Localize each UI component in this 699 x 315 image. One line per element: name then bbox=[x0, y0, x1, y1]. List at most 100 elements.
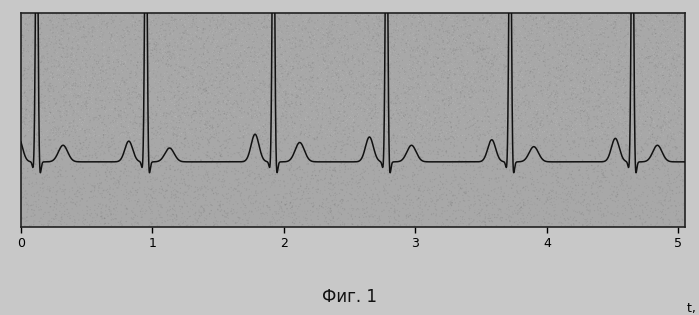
Point bbox=[550, 106, 561, 111]
Point bbox=[497, 150, 508, 155]
Point bbox=[248, 224, 259, 229]
Point bbox=[445, 200, 456, 205]
Point bbox=[77, 66, 88, 72]
Point bbox=[636, 160, 647, 165]
Point bbox=[549, 101, 560, 106]
Point bbox=[479, 46, 490, 51]
Point bbox=[292, 54, 303, 60]
Point bbox=[87, 196, 99, 201]
Point bbox=[103, 97, 114, 102]
Point bbox=[611, 110, 622, 115]
Point bbox=[17, 146, 28, 151]
Point bbox=[477, 124, 489, 129]
Point bbox=[374, 99, 385, 104]
Point bbox=[186, 188, 197, 193]
Point bbox=[673, 173, 684, 178]
Point bbox=[380, 25, 391, 30]
Point bbox=[168, 101, 179, 106]
Point bbox=[229, 82, 240, 87]
Point bbox=[584, 84, 595, 89]
Point bbox=[452, 101, 463, 106]
Point bbox=[463, 42, 474, 47]
Point bbox=[140, 177, 151, 182]
Point bbox=[199, 185, 210, 190]
Point bbox=[529, 31, 540, 36]
Point bbox=[475, 164, 486, 169]
Point bbox=[339, 60, 350, 66]
Point bbox=[285, 150, 296, 155]
Point bbox=[301, 212, 312, 217]
Point bbox=[134, 29, 145, 34]
Point bbox=[52, 126, 64, 131]
Point bbox=[223, 216, 234, 221]
Point bbox=[250, 39, 261, 44]
Point bbox=[70, 117, 81, 122]
Point bbox=[617, 83, 628, 88]
Point bbox=[603, 69, 614, 74]
Point bbox=[328, 187, 339, 192]
Point bbox=[269, 49, 280, 54]
Point bbox=[617, 220, 628, 226]
Point bbox=[563, 47, 574, 52]
Point bbox=[189, 71, 201, 76]
Point bbox=[147, 59, 159, 64]
Point bbox=[255, 135, 266, 140]
Point bbox=[402, 96, 413, 101]
Point bbox=[320, 166, 331, 171]
Point bbox=[20, 116, 31, 121]
Point bbox=[203, 61, 215, 66]
Point bbox=[38, 72, 49, 77]
Point bbox=[564, 128, 575, 133]
Point bbox=[419, 111, 430, 116]
Point bbox=[654, 54, 665, 59]
Point bbox=[81, 104, 92, 109]
Point bbox=[307, 173, 318, 178]
Point bbox=[203, 214, 215, 219]
Point bbox=[665, 53, 676, 58]
Point bbox=[480, 216, 491, 221]
Point bbox=[18, 66, 29, 71]
Point bbox=[461, 21, 472, 26]
Point bbox=[75, 141, 86, 146]
Point bbox=[24, 119, 35, 124]
Point bbox=[492, 43, 503, 48]
Point bbox=[173, 10, 184, 15]
Point bbox=[471, 60, 482, 65]
Point bbox=[422, 188, 433, 193]
Point bbox=[172, 35, 183, 40]
Point bbox=[147, 48, 158, 53]
Point bbox=[519, 10, 530, 15]
Point bbox=[434, 169, 445, 174]
Point bbox=[132, 214, 143, 219]
Point bbox=[375, 87, 386, 92]
Point bbox=[622, 143, 633, 148]
Point bbox=[239, 180, 250, 185]
Point bbox=[275, 81, 286, 86]
Point bbox=[90, 124, 101, 129]
Point bbox=[400, 168, 411, 173]
Point bbox=[617, 188, 628, 193]
Point bbox=[591, 31, 602, 36]
Point bbox=[162, 127, 173, 132]
Point bbox=[94, 202, 106, 207]
Point bbox=[208, 171, 219, 176]
Point bbox=[126, 95, 137, 100]
Point bbox=[624, 108, 635, 113]
Point bbox=[588, 114, 599, 119]
Point bbox=[653, 46, 664, 51]
Point bbox=[45, 38, 57, 43]
Point bbox=[194, 196, 205, 201]
Point bbox=[483, 164, 494, 169]
Point bbox=[62, 128, 73, 133]
Point bbox=[324, 153, 336, 158]
Point bbox=[527, 127, 538, 132]
Point bbox=[110, 13, 122, 18]
Point bbox=[570, 187, 582, 192]
Point bbox=[35, 157, 46, 162]
Point bbox=[265, 23, 276, 28]
Point bbox=[56, 85, 67, 90]
Point bbox=[281, 26, 292, 31]
Point bbox=[667, 153, 678, 158]
Point bbox=[658, 42, 670, 47]
Point bbox=[475, 74, 486, 79]
